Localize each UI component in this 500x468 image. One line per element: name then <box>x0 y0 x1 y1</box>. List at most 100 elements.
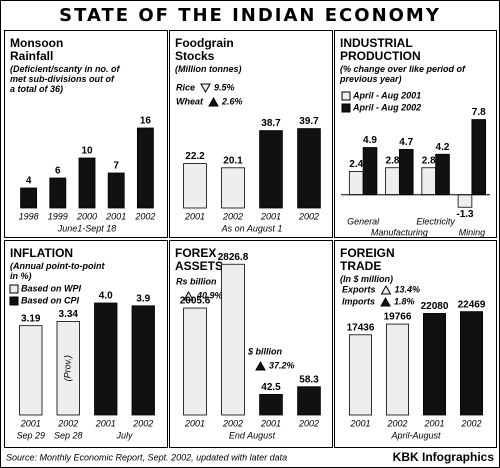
panel-title: Monsoon Rainfall <box>10 36 63 63</box>
value-label: 3.19 <box>21 313 41 324</box>
page-title: STATE OF THE INDIAN ECONOMY <box>59 5 441 26</box>
value-label: 7.8 <box>472 107 486 118</box>
value-label: 7 <box>113 161 119 172</box>
text-line: INFLATION <box>10 246 73 260</box>
legend-marker <box>380 296 391 307</box>
legend-label: Rice <box>176 82 195 92</box>
credit: KBK Infographics <box>393 450 495 464</box>
legend-change: 9.5% <box>214 82 235 92</box>
bar <box>348 334 372 416</box>
value-label: 4.2 <box>436 142 450 153</box>
legend-marker <box>255 360 266 371</box>
value-label: 19766 <box>384 312 412 323</box>
legend-change: 40.9% <box>196 290 223 300</box>
x-tick-label: General <box>347 216 380 226</box>
x-axis-label: End August <box>229 430 276 440</box>
legend-change: 13.4% <box>395 284 421 294</box>
text-line: FOREIGN <box>340 246 395 260</box>
legend-marker <box>9 284 19 294</box>
text-line: ASSETS <box>175 259 223 273</box>
x-tick-label: 2002 <box>386 418 407 428</box>
x-tick-label: 2002 <box>222 418 243 428</box>
text-line: previous year) <box>339 74 402 84</box>
x-tick-label: 2002 <box>298 211 319 221</box>
panel-title: FOREX ASSETS <box>175 246 223 273</box>
legend-marker <box>380 284 392 295</box>
bar <box>297 386 321 416</box>
legend-marker <box>200 83 211 94</box>
bar <box>94 302 118 416</box>
bar-note: (Prov.) <box>63 355 73 381</box>
panel <box>334 30 497 238</box>
panel-title: INFLATION <box>10 246 73 260</box>
legend-marker <box>183 290 194 301</box>
panel-title: INDUSTRIAL PRODUCTION <box>340 36 421 63</box>
x-tick-label: 2001 <box>105 211 126 221</box>
text-line: Rainfall <box>10 49 53 63</box>
x-tick-label: 2001 <box>423 418 444 428</box>
legend-label: $ billion <box>247 346 283 356</box>
text-line: Monsoon <box>10 36 63 50</box>
legend-label: April - Aug 2001 <box>352 90 421 100</box>
text-line: in %) <box>10 271 32 281</box>
x-tick-label: 2002 <box>134 211 155 221</box>
text-line: FOREX <box>175 246 216 260</box>
bar <box>183 163 207 209</box>
x-tick-label: 2001 <box>349 418 370 428</box>
text-line: TRADE <box>340 259 381 273</box>
legend-marker <box>341 103 351 113</box>
text-line: (Annual point-to-point <box>10 261 105 271</box>
legend-label: Rs billion <box>176 276 217 286</box>
value-label: -1.3 <box>456 209 474 220</box>
x-tick-label: 2001 <box>260 418 281 428</box>
bar <box>297 128 321 209</box>
panel <box>4 240 168 448</box>
panel-title: FOREIGN TRADE <box>340 246 395 273</box>
bar <box>131 305 155 416</box>
text-line: PRODUCTION <box>340 49 421 63</box>
value-label: 4.0 <box>99 291 113 302</box>
x-tick-label: 1998 <box>19 211 39 221</box>
panel <box>169 240 333 448</box>
value-label: 39.7 <box>299 116 319 127</box>
text-line: met sub-divisions out of <box>10 74 115 84</box>
bar <box>421 167 437 196</box>
text-line: (Deficient/scanty in no. of <box>10 64 121 74</box>
x-tick-label: 2000 <box>76 211 97 221</box>
bar <box>56 321 80 416</box>
x-tick-label: 1999 <box>48 211 68 221</box>
value-label: 16 <box>140 116 152 127</box>
bar <box>221 167 245 209</box>
text-line: Foodgrain <box>175 36 234 50</box>
x-tick-label: 2002 <box>222 211 243 221</box>
value-label: 10 <box>81 146 93 157</box>
panel-subtitle: (Annual point-to-point in %) <box>10 261 105 281</box>
bar <box>221 263 245 416</box>
text-line: Stocks <box>175 49 215 63</box>
value-label: 3.9 <box>136 293 150 304</box>
value-label: 42.5 <box>261 382 281 393</box>
source: Source: Monthly Economic Report, Sept. 2… <box>6 452 287 462</box>
bar <box>20 187 38 209</box>
x-tick-label: 2002 <box>57 418 78 428</box>
legend-marker <box>9 296 19 306</box>
bar <box>49 177 67 209</box>
x-tick-label: 2001 <box>95 418 116 428</box>
bar <box>385 323 409 416</box>
value-label: 20.1 <box>223 155 243 166</box>
legend-change: 2.6% <box>221 96 243 106</box>
legend-change: 37.2% <box>269 360 295 370</box>
bar <box>459 311 483 416</box>
x-tick-label: Electricity <box>416 216 455 226</box>
value-label: 4 <box>26 176 32 187</box>
legend-label: Based on WPI <box>21 283 82 293</box>
bar <box>422 313 446 416</box>
bar <box>107 172 125 209</box>
panel-subtitle: (In $ million) <box>340 274 393 284</box>
panel <box>334 240 497 448</box>
text-line: (% change over like period of <box>340 64 466 74</box>
x-tick-label: 2002 <box>132 418 153 428</box>
x-tick-label: 2001 <box>184 418 205 428</box>
